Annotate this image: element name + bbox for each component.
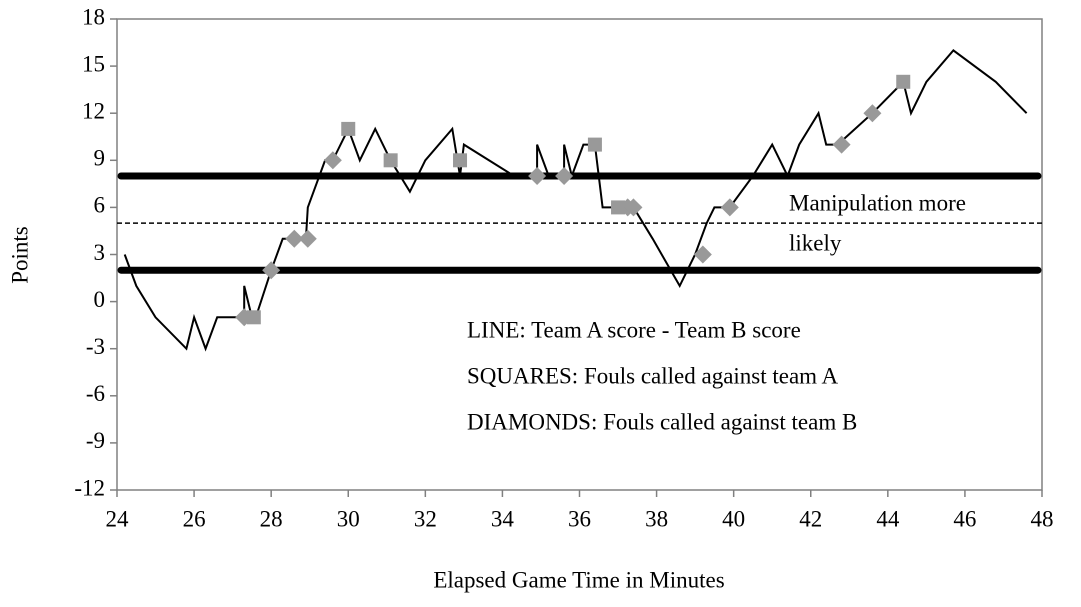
diamond-marker: [298, 229, 317, 248]
diamond-marker: [624, 198, 643, 217]
x-tick-label: 38: [645, 506, 668, 531]
diamond-marker: [528, 167, 547, 185]
annotation: LINE: Team A score - Team B score: [467, 317, 801, 342]
y-tick-label: 9: [94, 146, 106, 171]
zone-annotation: Manipulation more: [789, 190, 966, 215]
y-tick-label: 0: [94, 287, 106, 312]
x-tick-label: 28: [260, 506, 283, 531]
x-tick-label: 32: [414, 506, 437, 531]
zone-label-bg: [786, 190, 1036, 218]
x-tick-label: 30: [337, 506, 360, 531]
x-tick-label: 34: [491, 506, 515, 531]
diamond-marker: [555, 167, 574, 185]
square-marker: [383, 153, 398, 168]
y-tick-label: -12: [74, 475, 105, 500]
diamond-marker: [832, 135, 851, 154]
y-tick-label: 3: [94, 240, 106, 265]
diamond-marker: [720, 198, 739, 217]
x-tick-label: 36: [568, 506, 591, 531]
square-marker: [611, 200, 626, 215]
x-axis-label: Elapsed Game Time in Minutes: [433, 567, 724, 592]
diamond-marker: [285, 229, 304, 248]
diamond-marker: [323, 151, 342, 170]
y-tick-label: -6: [86, 381, 105, 406]
y-tick-label: 15: [82, 51, 105, 76]
x-tick-label: 46: [953, 506, 976, 531]
square-marker: [587, 137, 602, 152]
x-tick-label: 40: [722, 506, 745, 531]
diamond-marker: [262, 261, 281, 280]
zone-annotation: likely: [789, 230, 842, 255]
y-tick-label: 12: [82, 98, 105, 123]
annotation: DIAMONDS: Fouls called against team B: [467, 409, 857, 434]
square-marker: [341, 121, 356, 136]
y-tick-label: -3: [86, 334, 105, 359]
diamond-marker: [235, 308, 254, 327]
square-marker: [896, 74, 911, 89]
x-tick-label: 48: [1031, 506, 1054, 531]
square-marker: [453, 153, 468, 168]
x-tick-label: 26: [183, 506, 206, 531]
y-tick-label: -9: [86, 428, 105, 453]
y-axis-label: Points: [7, 226, 32, 284]
x-tick-label: 24: [106, 506, 130, 531]
zone-label-bg: [786, 230, 866, 258]
y-tick-label: 18: [82, 4, 105, 29]
diamond-marker: [693, 245, 712, 264]
square-marker: [246, 310, 261, 325]
annotation: SQUARES: Fouls called against team A: [467, 363, 839, 388]
x-tick-label: 42: [799, 506, 822, 531]
x-tick-label: 44: [876, 506, 900, 531]
diamond-marker: [863, 104, 882, 123]
y-tick-label: 6: [94, 193, 106, 218]
